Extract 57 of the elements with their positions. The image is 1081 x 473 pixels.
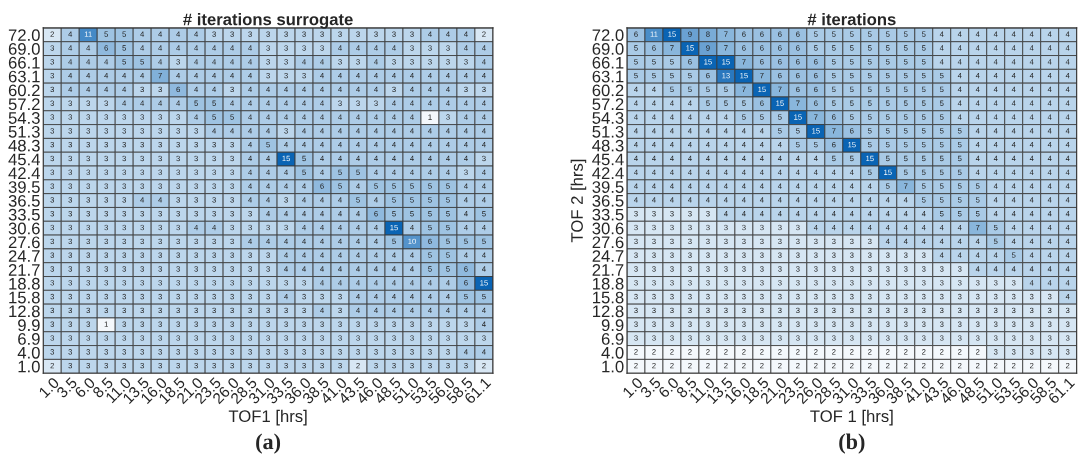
y-tick-label: 54.3 xyxy=(8,112,40,124)
y-tick-label: 39.5 xyxy=(8,181,40,193)
y-tick-label: 48.3 xyxy=(592,139,624,152)
y-tick-label: 72.0 xyxy=(592,29,624,42)
y-tick-label: 42.4 xyxy=(592,167,624,179)
y-tick-label: 66.1 xyxy=(8,56,40,69)
y-tick-label: 6.9 xyxy=(601,333,624,345)
y-tick-label: 27.6 xyxy=(8,236,40,249)
y-tick-label: 30.6 xyxy=(8,222,40,235)
x-axis-title: TOF 1 [hrs] xyxy=(810,409,893,426)
y-tick-label: 24.7 xyxy=(592,250,624,262)
y-tick-label: 6.9 xyxy=(18,333,40,345)
y-tick-label: 51.3 xyxy=(8,125,40,138)
y-tick-label: 39.5 xyxy=(592,181,624,193)
y-tick-label: 36.5 xyxy=(8,194,40,207)
y-tick-label: 9.9 xyxy=(18,319,40,332)
y-tick-label: 21.7 xyxy=(592,264,624,276)
y-tick-label: 69.0 xyxy=(8,43,40,55)
x-axis-title: TOF1 [hrs] xyxy=(228,409,307,426)
y-tick-label: 57.2 xyxy=(592,98,624,111)
y-tick-label: 1.0 xyxy=(602,360,624,373)
y-tick-label: 27.6 xyxy=(592,236,624,249)
y-tick-label: 63.1 xyxy=(592,70,624,83)
y-tick-label: 15.8 xyxy=(9,291,40,304)
y-tick-label: 72.0 xyxy=(8,29,40,42)
y-tick-label: 33.5 xyxy=(592,208,624,221)
y-tick-label: 21.7 xyxy=(8,264,40,276)
y-tick-label: 4.0 xyxy=(601,346,624,359)
y-axis-title: TOF 2 [hrs] xyxy=(570,159,587,243)
y-tick-label: 51.3 xyxy=(592,125,624,138)
chart-title: # iterations xyxy=(807,13,896,26)
y-tick-label: 60.2 xyxy=(8,84,40,97)
y-tick-label: 15.8 xyxy=(593,291,624,304)
y-tick-label: 30.6 xyxy=(592,222,624,235)
y-tick-label: 48.3 xyxy=(8,139,40,152)
y-tick-label: 12.8 xyxy=(9,305,40,318)
y-tick-label: 66.1 xyxy=(592,56,624,69)
y-tick-label: 57.2 xyxy=(8,98,40,111)
text: (a) xyxy=(256,433,281,454)
y-tick-label: 45.4 xyxy=(592,153,624,166)
y-tick-label: 36.5 xyxy=(592,194,624,207)
y-tick-label: 18.8 xyxy=(593,277,624,290)
y-tick-label: 69.0 xyxy=(592,43,624,55)
y-tick-label: 1.0 xyxy=(18,360,40,373)
chart-title: # iterations surrogate xyxy=(183,13,353,29)
y-tick-label: 63.1 xyxy=(8,70,40,83)
text: (b) xyxy=(839,433,865,454)
y-tick-label: 4.0 xyxy=(17,346,40,359)
y-tick-label: 18.8 xyxy=(9,277,40,290)
y-tick-label: 60.2 xyxy=(592,84,624,97)
y-tick-label: 33.5 xyxy=(8,208,40,221)
y-tick-label: 24.7 xyxy=(8,250,40,262)
y-tick-label: 45.4 xyxy=(8,153,40,166)
y-tick-label: 9.9 xyxy=(601,319,624,332)
y-tick-label: 42.4 xyxy=(8,167,40,179)
y-tick-label: 54.3 xyxy=(592,112,624,124)
y-tick-label: 12.8 xyxy=(593,305,624,318)
